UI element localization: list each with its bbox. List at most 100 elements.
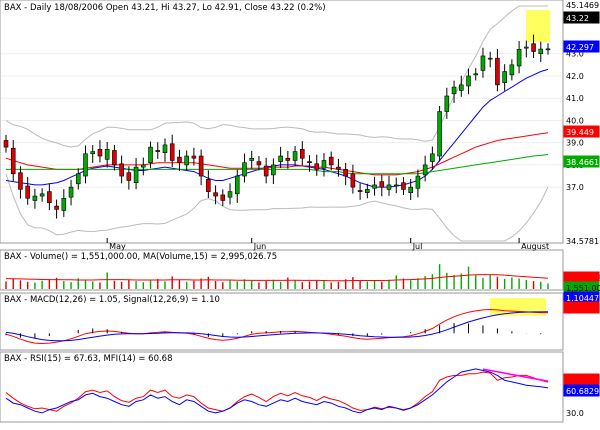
candle-up [148,146,153,163]
candle-up [415,175,421,189]
volume-flag-ma-label: 2,995,026 [566,274,600,283]
price-candles [3,34,551,219]
candle-up [227,191,233,198]
price-flag-label: 42.297 [566,43,594,52]
candle-up [386,184,392,190]
rsi-chart-title: BAX - RSI(15) = 67.63, MFI(14) = 60.68 [4,354,173,364]
volume-bars [5,264,549,289]
price-flag-bg [563,125,600,138]
candle-down [328,156,334,166]
rsi-line-0 [5,371,549,412]
price-chart-title: BAX - Daily 18/08/2006 Open 43.21, Hi 43… [4,3,326,13]
volume-flags: 2,995,0261,551,000 [563,271,600,294]
price-flag-bg [563,155,600,168]
candle-up [538,48,544,55]
price-flag-label: 38.4661 [566,158,599,167]
rsi-flag-rsi-label: 67.63 [566,376,589,385]
month-label: Jun [253,242,267,251]
candle-up [524,46,529,49]
candle-down [285,157,291,161]
candle-up [516,48,522,67]
candle-up [509,64,515,76]
price-flag-label: 34.5781 [566,237,599,246]
candle-down [495,57,500,86]
candle-up [68,186,74,198]
price-flag-bg [563,234,600,247]
moving-average-line-0 [5,68,549,188]
month-label: May [109,242,126,251]
rsi-y-tick-label: 30.0 [566,409,584,418]
candle-up [458,84,464,91]
candle-up [437,111,442,157]
candle-down [256,161,262,166]
candle-up [249,157,254,161]
candle-down [220,194,226,201]
month-label: August [521,242,549,251]
candle-down [401,182,406,190]
moving-average-lines [5,68,549,188]
candle-down [155,150,161,152]
macd-lines [5,308,549,345]
candle-up [422,164,428,176]
candle-down [177,156,182,163]
price-y-ticks: 37.038.039.040.041.042.043.0 [566,50,584,192]
candle-down [18,172,23,190]
candle-up [372,184,377,189]
candle-up [39,193,45,197]
candle-up [242,162,247,177]
price-y-tick-label: 41.0 [566,94,584,103]
candle-down [198,155,204,177]
candle-up [408,186,413,194]
bollinger-upper-band [5,5,548,148]
rsi-flag-mfi-bg [563,384,600,397]
candle-down [191,155,197,159]
candle-down [126,172,132,181]
candle-up [83,153,88,177]
volume-ma-line [5,274,549,282]
price-flag-bg [563,11,600,24]
price-flags: 45.1469 43.22 42.297 39.449 38.4661 34.5781 [563,0,600,247]
candle-down [300,149,305,159]
price-highlight-box [526,10,550,42]
macd-flag-signal-label: 1.10447 [566,294,599,303]
candle-up [466,75,471,87]
month-labels: May Jun Jul August [106,238,549,251]
candle-up [473,73,479,76]
price-flag-label: 39.449 [566,128,594,137]
macd-line-1 [5,311,549,342]
candle-up [430,153,435,162]
candle-up [444,95,450,112]
candle-down [206,179,211,192]
price-flag-bg [563,0,600,11]
price-panel-frame [0,0,564,244]
candle-down [343,169,348,177]
price-y-tick-label: 40.0 [566,116,584,125]
bollinger-bands [5,5,549,242]
candle-down [10,147,16,175]
candle-down [314,163,320,170]
price-y-tick-label: 43.0 [566,50,584,59]
candle-down [112,150,117,166]
candle-up [393,184,399,187]
rsi-panel-frame [0,351,564,423]
bollinger-lower-band [5,173,549,242]
macd-chart-title: BAX - MACD(12,26) = 1.05, Signal(12,26,9… [4,295,220,305]
candle-up [184,155,189,166]
candle-up [292,151,298,161]
candle-up [141,164,146,168]
volume-chart-title: BAX - Volume() = 1,551,000.00, MA(Volume… [4,252,277,262]
rsi-flag-mfi-label: 60.6829 [566,387,599,396]
candle-down [3,140,9,148]
candle-down [263,165,269,177]
macd-histogram [5,322,542,339]
moving-average-line-2 [6,154,549,175]
candle-down [97,149,103,157]
candle-up [502,71,507,83]
price-flag-bg [563,40,600,53]
candle-up [133,166,139,184]
price-flag-label: 45.1469 [566,1,599,10]
candle-up [104,149,110,160]
